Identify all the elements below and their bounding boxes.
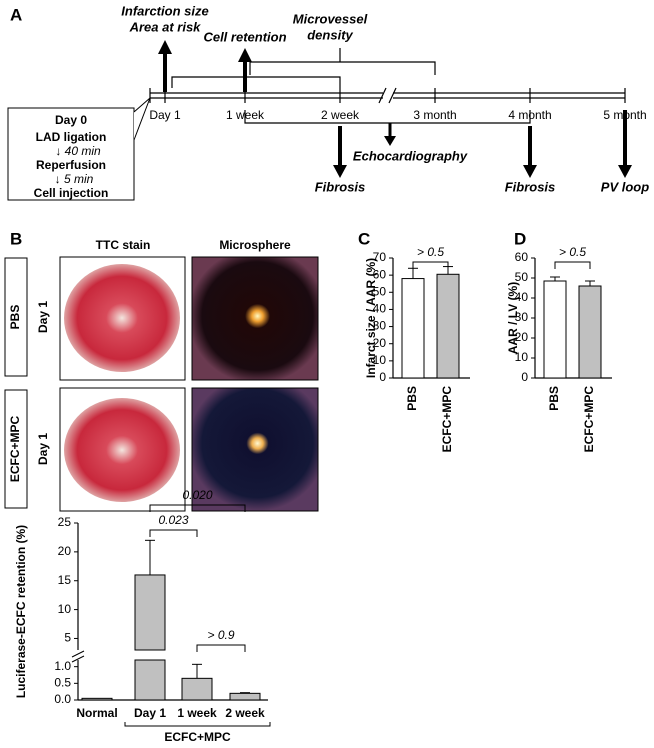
y-tick-label: 0.0: [54, 692, 71, 706]
timeline-below: Echocardiography: [353, 148, 468, 163]
y-tick-label: 50: [515, 270, 529, 284]
y-tick-label: 0: [521, 370, 528, 384]
x-tick-label: 2 week: [225, 706, 265, 720]
y-tick-label: 20: [373, 336, 387, 350]
photos: [4, 256, 319, 512]
y-axis-label: AAR / LV (%): [506, 282, 520, 354]
y-tick-label: 15: [58, 573, 72, 587]
x-tick-label: ECFC+MPC: [582, 386, 596, 453]
y-axis-label: Infarct size / AAR (%): [364, 258, 378, 378]
y-tick-label: 40: [373, 302, 387, 316]
y-tick-label: 10: [515, 350, 529, 364]
row-label: PBS: [8, 305, 22, 330]
significance-bracket: [149, 504, 246, 512]
x-tick-label: 1 week: [177, 706, 217, 720]
timeline-above: Area at risk: [129, 19, 202, 34]
bar: [81, 697, 113, 701]
x-tick-label: PBS: [405, 386, 419, 411]
y-axis-label: Luciferase-ECFC retention (%): [14, 525, 28, 698]
group-bracket: [124, 722, 271, 727]
day0-title: Day 0: [55, 113, 87, 127]
day0-step: Reperfusion: [36, 158, 106, 172]
timeline-tick: Day 1: [149, 108, 181, 122]
y-tick-label: 60: [515, 250, 529, 264]
bar: [134, 574, 166, 651]
x-tick-label: PBS: [547, 386, 561, 411]
axis-break: [71, 650, 85, 658]
y-tick-label: 40: [515, 290, 529, 304]
row-label: Day 1: [36, 433, 50, 465]
y-tick-label: 20: [515, 330, 529, 344]
bar: [181, 677, 213, 701]
day0-step: Cell injection: [34, 186, 109, 200]
y-tick-label: 20: [58, 544, 72, 558]
significance-label: > 0.9: [207, 628, 234, 642]
timeline-tick: 2 week: [321, 108, 360, 122]
timeline-below: Fibrosis: [505, 179, 556, 194]
timeline-above: Cell retention: [203, 29, 286, 44]
y-tick-label: 1.0: [54, 659, 71, 673]
significance-bracket: [196, 644, 246, 652]
bar: [401, 278, 425, 379]
significance-bracket: [554, 261, 591, 269]
day0-step: LAD ligation: [36, 130, 107, 144]
bar: [578, 285, 602, 379]
y-tick-label: 70: [373, 250, 387, 264]
panel-label: D: [514, 229, 526, 248]
timeline-tick: 4 month: [508, 108, 551, 122]
y-tick-label: 25: [58, 515, 72, 529]
panel-label: B: [10, 229, 22, 248]
significance-bracket: [412, 261, 449, 269]
y-tick-label: 50: [373, 284, 387, 298]
axis-break: [71, 655, 85, 663]
significance-label: 0.020: [182, 488, 212, 502]
timeline-tick: 1 week: [226, 108, 265, 122]
column-header: TTC stain: [96, 238, 151, 252]
y-tick-label: 10: [58, 602, 72, 616]
bar: [229, 692, 261, 701]
timeline-tick: 3 month: [413, 108, 456, 122]
row-label: ECFC+MPC: [8, 415, 22, 482]
y-tick-label: 0: [379, 370, 386, 384]
timeline-above: density: [307, 27, 353, 42]
day0-step: ↓ 5 min: [55, 172, 94, 186]
day0-step: ↓ 40 min: [55, 144, 101, 158]
panel-label: A: [10, 5, 22, 24]
timeline-below: Fibrosis: [315, 179, 366, 194]
column-header: Microsphere: [219, 238, 291, 252]
significance-label: > 0.5: [559, 245, 586, 259]
y-tick-label: 30: [515, 310, 529, 324]
significance-label: > 0.5: [417, 245, 444, 259]
timeline-below: PV loop: [601, 179, 649, 194]
bar: [134, 659, 166, 701]
significance-bracket: [149, 529, 198, 537]
timeline: [7, 40, 632, 201]
row-label: Day 1: [36, 301, 50, 333]
y-tick-label: 5: [64, 631, 71, 645]
y-tick-label: 60: [373, 267, 387, 281]
y-tick-label: 0.5: [54, 676, 71, 690]
timeline-above: Infarction size: [121, 3, 208, 18]
x-tick-label: ECFC+MPC: [440, 386, 454, 453]
y-tick-label: 10: [373, 353, 387, 367]
significance-label: 0.023: [158, 513, 188, 527]
bar: [543, 280, 567, 379]
timeline-tick: 5 month: [603, 108, 646, 122]
group-label: ECFC+MPC: [164, 730, 231, 744]
panel-label: C: [358, 229, 370, 248]
bar: [436, 273, 460, 379]
x-tick-label: Day 1: [134, 706, 166, 720]
x-tick-label: Normal: [76, 706, 117, 720]
y-tick-label: 30: [373, 319, 387, 333]
timeline-above: Microvessel: [293, 11, 368, 26]
